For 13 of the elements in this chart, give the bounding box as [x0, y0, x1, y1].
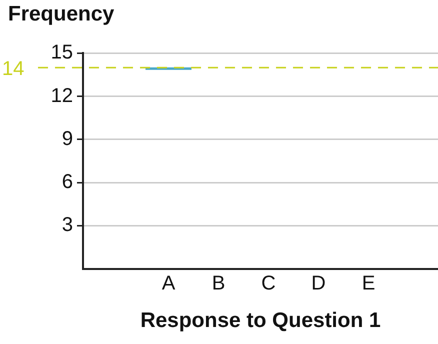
x-tick-label: D	[311, 272, 326, 294]
x-tick-label: B	[212, 272, 226, 294]
x-tick-label: A	[162, 272, 176, 294]
y-tick-label: 3	[62, 214, 73, 236]
y-tick-label: 6	[62, 171, 73, 194]
x-tick-label: C	[261, 272, 276, 294]
x-tick-label: E	[362, 272, 376, 294]
chart-title: Frequency	[8, 2, 115, 26]
y-tick-label: 9	[62, 128, 73, 150]
y-tick-label: 12	[50, 84, 73, 107]
y-tick-label: 15	[50, 42, 73, 64]
x-axis-title: Response to Question 1	[140, 309, 382, 332]
ref-line-label: 14	[2, 58, 24, 80]
